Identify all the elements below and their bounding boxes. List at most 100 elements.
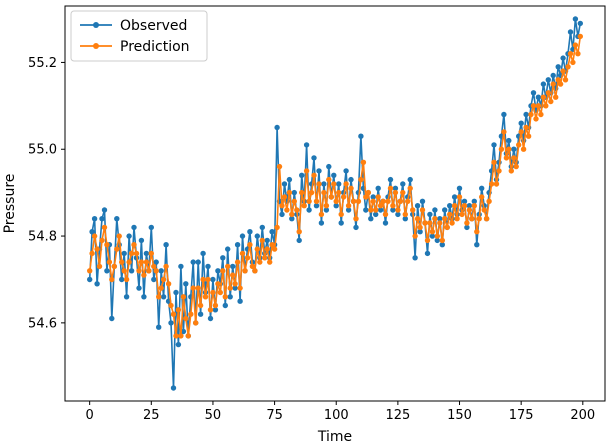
data-point-marker: [380, 198, 386, 204]
data-point-marker: [210, 289, 216, 296]
data-point-marker: [200, 250, 206, 257]
data-point-marker: [232, 281, 238, 287]
data-point-marker: [545, 77, 551, 83]
data-point-marker: [397, 198, 403, 204]
data-point-marker: [461, 198, 468, 204]
data-point-marker: [343, 168, 349, 174]
data-point-marker: [370, 194, 376, 200]
data-point-marker: [180, 294, 187, 300]
data-point-marker: [402, 216, 408, 222]
data-point-marker: [506, 146, 512, 152]
x-axis: 0 25 50 75 100 125 150 175 200 Time: [86, 401, 595, 445]
data-point-marker: [439, 237, 445, 244]
data-point-marker: [459, 211, 465, 218]
data-point-marker: [422, 220, 428, 226]
data-point-marker: [87, 276, 93, 283]
data-point-marker: [363, 207, 369, 213]
data-point-marker: [555, 77, 561, 83]
data-point-marker: [345, 207, 352, 213]
data-point-marker: [481, 207, 487, 213]
legend-marker-icon: [93, 22, 99, 28]
data-point-marker: [560, 55, 566, 61]
data-point-marker: [427, 220, 433, 226]
data-point-marker: [269, 229, 275, 235]
data-point-marker: [175, 341, 182, 348]
data-point-marker: [525, 133, 532, 139]
data-point-marker: [87, 268, 93, 274]
data-point-marker: [91, 233, 98, 239]
data-point-marker: [311, 172, 317, 178]
data-point-marker: [284, 207, 290, 213]
x-tick-label: 25: [143, 408, 160, 423]
data-point-marker: [390, 203, 396, 209]
data-point-marker: [419, 198, 426, 204]
data-point-marker: [215, 281, 221, 287]
data-point-marker: [148, 224, 154, 231]
data-point-marker: [244, 255, 251, 261]
data-point-marker: [254, 246, 260, 252]
data-point-marker: [331, 172, 337, 178]
data-point-marker: [454, 216, 460, 222]
data-point-marker: [358, 176, 364, 183]
data-point-marker: [281, 194, 288, 200]
data-point-marker: [395, 207, 401, 213]
data-point-marker: [395, 211, 401, 218]
data-point-marker: [345, 203, 352, 209]
data-point-marker: [368, 216, 374, 222]
data-point-marker: [205, 263, 211, 270]
data-point-marker: [365, 189, 371, 196]
data-point-marker: [303, 168, 310, 174]
plot-border: [64, 5, 606, 402]
data-point-marker: [424, 237, 431, 244]
data-point-marker: [405, 198, 411, 204]
data-point-marker: [136, 285, 142, 291]
data-point-marker: [252, 268, 258, 274]
data-point-marker: [153, 268, 159, 274]
data-point-marker: [518, 129, 524, 135]
data-point-marker: [173, 289, 179, 296]
data-point-marker: [412, 233, 418, 239]
data-point-marker: [479, 185, 485, 191]
data-point-marker: [156, 324, 162, 330]
data-point-marker: [306, 198, 312, 204]
data-point-marker: [123, 294, 130, 300]
data-point-marker: [279, 203, 285, 209]
data-point-marker: [99, 216, 105, 222]
data-point-marker: [230, 272, 236, 278]
x-tick-label: 0: [86, 408, 94, 423]
data-point-marker: [553, 94, 559, 100]
data-point-marker: [197, 311, 204, 317]
y-tick-label: 55.0: [28, 143, 57, 158]
data-point-marker: [119, 259, 125, 265]
data-point-marker: [121, 250, 127, 257]
x-axis-title: Time: [317, 429, 352, 445]
data-point-marker: [382, 220, 389, 226]
data-point-marker: [205, 276, 211, 283]
data-point-marker: [390, 207, 396, 213]
data-point-marker: [550, 81, 556, 87]
data-point-marker: [109, 315, 115, 322]
data-point-marker: [437, 216, 443, 222]
data-point-marker: [474, 242, 480, 248]
data-point-marker: [210, 276, 216, 283]
data-point-marker: [242, 268, 248, 274]
data-point-marker: [318, 211, 325, 218]
data-point-marker: [466, 203, 473, 209]
data-point-marker: [557, 81, 564, 87]
data-point-marker: [506, 137, 512, 144]
data-point-marker: [291, 198, 297, 204]
legend-label: Prediction: [120, 39, 190, 55]
data-point-marker: [513, 163, 519, 170]
data-point-marker: [141, 272, 147, 278]
data-point-marker: [538, 111, 544, 118]
data-point-marker: [323, 207, 330, 213]
data-point-marker: [156, 294, 162, 300]
data-point-marker: [151, 276, 157, 283]
data-point-marker: [575, 51, 581, 57]
data-point-marker: [400, 181, 406, 187]
y-axis: 54.6 54.8 55.0 55.2 Pressure: [2, 56, 65, 331]
legend-marker-icon: [93, 43, 99, 49]
data-point-marker: [360, 159, 367, 165]
data-point-marker: [299, 172, 305, 178]
data-point-marker: [274, 124, 280, 131]
